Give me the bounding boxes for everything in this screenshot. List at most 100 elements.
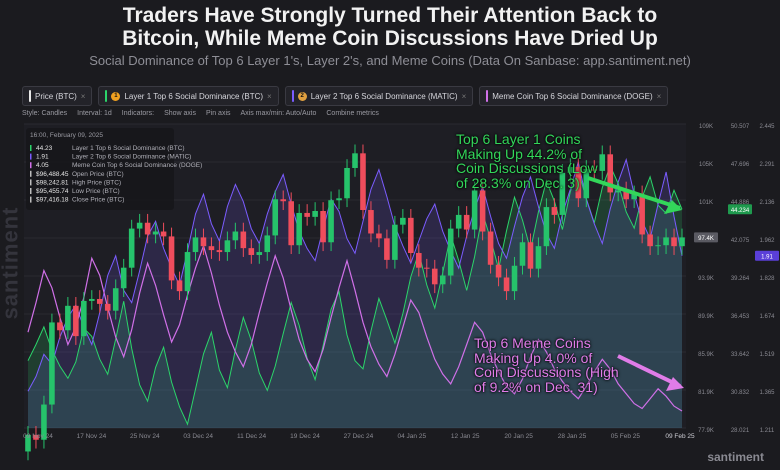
toolbar-item[interactable]: Combine metrics — [326, 110, 379, 117]
tooltip-label: Layer 1 Top 6 Social Dominance (BTC) — [72, 145, 185, 152]
candle-body — [463, 214, 470, 230]
candle-body — [272, 199, 279, 236]
candle-body — [296, 212, 302, 246]
candle-body — [160, 231, 167, 237]
candle-body — [416, 253, 422, 268]
tooltip-swatch — [30, 188, 32, 194]
toolbar-item[interactable]: Interval: 1d — [77, 110, 112, 117]
candle-body — [320, 210, 326, 243]
layer2-line — [27, 157, 683, 392]
close-icon[interactable]: × — [267, 91, 272, 101]
y-tick-label: 89.9K — [698, 314, 714, 320]
candle-body — [120, 267, 127, 289]
candle-body — [663, 237, 669, 246]
tooltip-swatch — [30, 179, 32, 186]
y-tick-label: 30.832 — [731, 390, 750, 396]
candle-body — [471, 190, 478, 230]
candle-body — [376, 233, 382, 239]
annotation-line: Coin Discussions (High — [474, 364, 619, 380]
layer1-line — [27, 164, 683, 426]
candle-body — [671, 237, 677, 247]
y-tick-label: 2.445 — [759, 124, 775, 130]
candle-body — [65, 305, 71, 331]
candle-body — [248, 248, 255, 255]
tooltip-label: Close Price (BTC) — [72, 197, 124, 204]
candle-body — [328, 200, 334, 243]
current-value-badge — [755, 250, 779, 261]
candle-body — [455, 214, 462, 229]
candle-body — [304, 212, 310, 217]
candle-body — [431, 268, 438, 285]
candle-body — [49, 322, 55, 405]
current-value-label: 44.234 — [731, 208, 750, 214]
tooltip-value: 1.91 — [36, 154, 49, 161]
candle-body — [423, 267, 430, 269]
y-tick-label: 33.642 — [731, 352, 750, 358]
candle-body — [89, 298, 95, 301]
candle-body — [599, 154, 606, 171]
x-tick-label: 17 Nov 24 — [77, 433, 107, 440]
y-tick-label: 47.696 — [731, 162, 750, 168]
candle-body — [344, 167, 350, 199]
annotation-line: of 9.2% on Dec. 31) — [474, 378, 598, 395]
candle-body — [623, 190, 629, 200]
y-tick-label: 81.9K — [698, 390, 714, 396]
candle-body — [408, 217, 414, 254]
tooltip-swatch — [30, 170, 32, 177]
meme-annotation: Top 6 Meme Coins Making Up 4.0% of Coin Di… — [474, 336, 619, 394]
y-tick-label: 1.828 — [759, 276, 775, 282]
candle-body — [112, 288, 119, 311]
toolbar-item[interactable]: Pin axis — [205, 110, 231, 117]
candle-body — [128, 228, 135, 268]
close-icon[interactable]: × — [461, 91, 467, 101]
legend-chip[interactable]: Price (BTC) × — [22, 86, 93, 106]
y-tick-label: 93.9K — [698, 276, 714, 282]
candle-body — [312, 210, 318, 217]
tooltip-label: Low Price (BTC) — [72, 188, 120, 195]
legend-chip[interactable]: 2 Layer 2 Top 6 Social Dominance (MATIC) × — [284, 86, 474, 106]
toolbar-item[interactable]: Show axis — [164, 110, 196, 117]
candle-body — [479, 190, 486, 232]
legend-swatch — [29, 90, 31, 102]
candle-body — [551, 207, 558, 215]
meme-arrow — [617, 354, 681, 388]
close-icon[interactable]: × — [80, 91, 86, 101]
candle-body — [136, 222, 143, 229]
x-tick-label-last: 09 Feb 25 — [665, 433, 695, 440]
current-value-badge — [728, 204, 752, 215]
legend-bar: Price (BTC) × 1 Layer 1 Top 6 Social Domina… — [22, 86, 669, 106]
candle-body — [216, 250, 223, 253]
layer1-area — [27, 166, 683, 428]
toolbar-item[interactable]: Style: Candles — [22, 110, 68, 117]
legend-chip[interactable]: Meme Coin Top 6 Social Dominance (DOGE) × — [479, 86, 669, 106]
annotation-line: Coin Discussions (Low — [456, 160, 598, 176]
candle-body — [240, 231, 247, 249]
candle-body — [232, 231, 239, 241]
y-tick-label: 39.264 — [731, 276, 750, 282]
candle-body — [168, 236, 175, 281]
tooltip-box — [26, 128, 174, 210]
candle-body — [543, 207, 550, 247]
candle-body — [288, 201, 294, 246]
x-tick-label: 09 Nov 24 — [23, 433, 53, 440]
santiment-logo: santiment — [707, 450, 764, 464]
layer2-area — [27, 159, 683, 428]
toolbar-item[interactable]: Indicators: — [121, 110, 155, 117]
candle-body — [583, 168, 590, 199]
santiment-watermark: santiment — [0, 206, 23, 320]
candle-body — [104, 303, 111, 311]
legend-swatch — [105, 90, 108, 102]
legend-chip[interactable]: 1 Layer 1 Top 6 Social Dominance (BTC) × — [98, 86, 279, 106]
toolbar-item[interactable]: Axis max/min: Auto/Auto — [240, 110, 317, 117]
annotation-line: Making Up 44.2% of — [456, 145, 583, 162]
candle-body — [607, 154, 614, 193]
candle-body — [487, 231, 494, 265]
close-icon[interactable]: × — [656, 91, 662, 101]
y-tick-label: 109K — [699, 124, 713, 130]
candle-body — [439, 275, 446, 285]
toolbar: Style: Candles Interval: 1d Indicators: Sho… — [22, 110, 379, 117]
candle-body — [503, 277, 510, 292]
y-tick-label: 101K — [699, 200, 713, 206]
tooltip-value: $98,242.81 — [36, 179, 69, 186]
y-tick-label: 2.136 — [759, 200, 775, 206]
